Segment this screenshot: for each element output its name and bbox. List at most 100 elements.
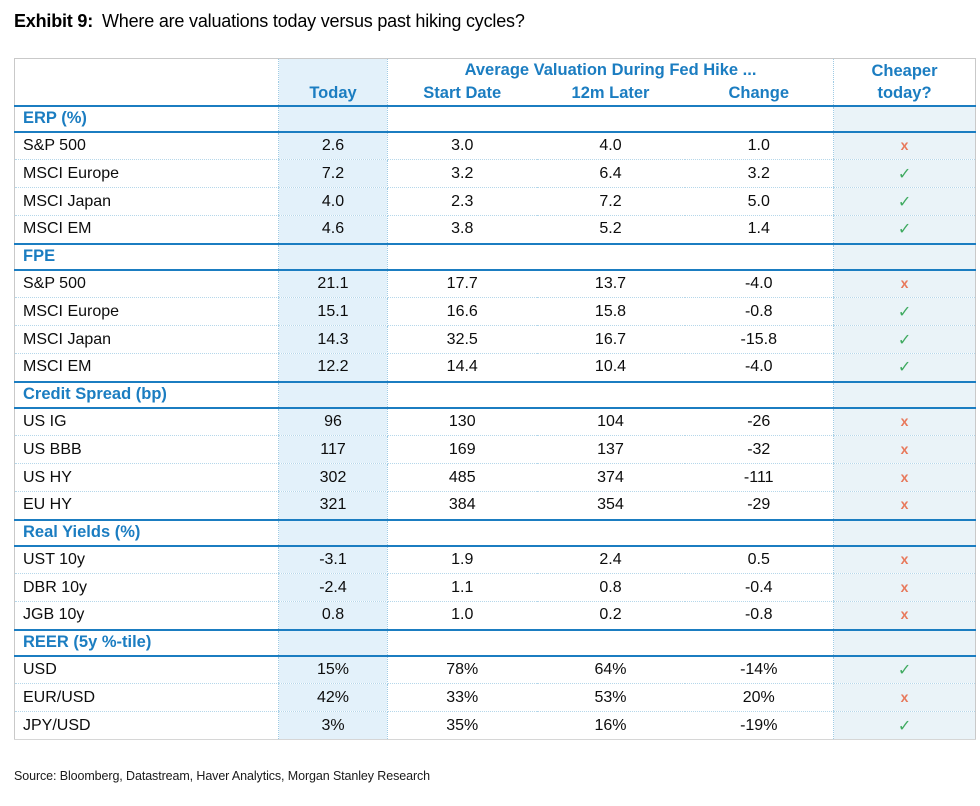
row-label: MSCI Europe <box>14 297 279 326</box>
section-cheaper-cell <box>833 628 976 657</box>
cell-today: 321 <box>278 491 388 520</box>
cell-start-date: 169 <box>387 435 537 464</box>
section-spacer-cell <box>387 104 834 133</box>
row-label: MSCI Japan <box>14 325 279 354</box>
cell-today: 302 <box>278 463 388 492</box>
table-body: ERP (%) S&P 500 2.6 3.0 4.0 1.0 x MSCI Europe 7.… <box>14 104 976 740</box>
cell-cheaper: ✓ <box>833 711 976 740</box>
row-label: EU HY <box>14 491 279 520</box>
cell-cheaper: ✓ <box>833 353 976 382</box>
section-spacer-cell <box>387 380 834 409</box>
cell-cheaper: ✓ <box>833 159 976 188</box>
section-label: FPE <box>14 242 279 271</box>
cell-today: 3% <box>278 711 388 740</box>
cell-start-date: 35% <box>387 711 537 740</box>
cell-start-date: 78% <box>387 655 537 684</box>
cell-today: 117 <box>278 435 388 464</box>
section-spacer-cell <box>387 242 834 271</box>
cell-cheaper: ✓ <box>833 297 976 326</box>
cell-12m-later: 64% <box>536 655 685 684</box>
cross-icon: x <box>900 496 909 513</box>
cross-icon: x <box>900 688 909 705</box>
table-row: MSCI Japan 14.3 32.5 16.7 -15.8 ✓ <box>14 325 976 354</box>
cell-start-date: 1.1 <box>387 573 537 602</box>
table-row: US BBB 117 169 137 -32 x <box>14 435 976 464</box>
row-label: MSCI Europe <box>14 159 279 188</box>
table-row: MSCI Europe 7.2 3.2 6.4 3.2 ✓ <box>14 159 976 188</box>
cell-12m-later: 374 <box>536 463 685 492</box>
cell-today: 96 <box>278 407 388 436</box>
cell-cheaper: x <box>833 435 976 464</box>
cell-change: 3.2 <box>684 159 834 188</box>
cell-cheaper: ✓ <box>833 325 976 354</box>
section-cheaper-cell <box>833 242 976 271</box>
section-spacer-cell <box>387 518 834 547</box>
check-icon: ✓ <box>897 165 912 183</box>
section-label: ERP (%) <box>14 104 279 133</box>
cell-start-date: 33% <box>387 683 537 712</box>
cell-change: -0.8 <box>684 601 834 630</box>
table-row: MSCI Japan 4.0 2.3 7.2 5.0 ✓ <box>14 187 976 216</box>
section-row: Real Yields (%) <box>14 518 976 547</box>
cell-start-date: 3.0 <box>387 131 537 160</box>
cell-12m-later: 15.8 <box>536 297 685 326</box>
cross-icon: x <box>900 440 909 457</box>
check-icon: ✓ <box>897 193 912 211</box>
cell-cheaper: x <box>833 491 976 520</box>
section-today-cell <box>278 628 388 657</box>
cell-cheaper: ✓ <box>833 215 976 244</box>
cell-change: -0.4 <box>684 573 834 602</box>
table-row: USD 15% 78% 64% -14% ✓ <box>14 655 976 684</box>
section-row: ERP (%) <box>14 104 976 133</box>
row-label: MSCI EM <box>14 353 279 382</box>
source-note: Source: Bloomberg, Datastream, Haver Ana… <box>14 769 431 783</box>
cell-today: 7.2 <box>278 159 388 188</box>
row-label: MSCI Japan <box>14 187 279 216</box>
cell-12m-later: 4.0 <box>536 131 685 160</box>
table-row: EUR/USD 42% 33% 53% 20% x <box>14 683 976 712</box>
section-label: Credit Spread (bp) <box>14 380 279 409</box>
table-row: UST 10y -3.1 1.9 2.4 0.5 x <box>14 545 976 574</box>
cell-12m-later: 0.8 <box>536 573 685 602</box>
exhibit-title: Exhibit 9: Where are valuations today ver… <box>14 11 525 32</box>
cross-icon: x <box>900 468 909 485</box>
cell-change: 1.0 <box>684 131 834 160</box>
cell-change: -14% <box>684 655 834 684</box>
cell-today: 42% <box>278 683 388 712</box>
row-label: US BBB <box>14 435 279 464</box>
cell-change: -32 <box>684 435 834 464</box>
column-header-12m-later: 12m Later <box>536 81 685 107</box>
cell-start-date: 384 <box>387 491 537 520</box>
section-today-cell <box>278 380 388 409</box>
cell-today: -3.1 <box>278 545 388 574</box>
section-label: Real Yields (%) <box>14 518 279 547</box>
cell-today: 0.8 <box>278 601 388 630</box>
cell-start-date: 3.8 <box>387 215 537 244</box>
cell-change: 5.0 <box>684 187 834 216</box>
cell-today: 14.3 <box>278 325 388 354</box>
section-cheaper-cell <box>833 518 976 547</box>
section-cheaper-cell <box>833 380 976 409</box>
row-label: MSCI EM <box>14 215 279 244</box>
cell-change: -19% <box>684 711 834 740</box>
section-today-cell <box>278 242 388 271</box>
cell-change: -111 <box>684 463 834 492</box>
cell-12m-later: 16% <box>536 711 685 740</box>
check-icon: ✓ <box>897 661 912 679</box>
check-icon: ✓ <box>897 221 912 239</box>
cell-cheaper: x <box>833 545 976 574</box>
cell-start-date: 1.9 <box>387 545 537 574</box>
cell-start-date: 130 <box>387 407 537 436</box>
row-label: US IG <box>14 407 279 436</box>
cell-12m-later: 13.7 <box>536 269 685 298</box>
section-row: FPE <box>14 242 976 271</box>
cell-change: 1.4 <box>684 215 834 244</box>
check-icon: ✓ <box>897 359 912 377</box>
row-label: JPY/USD <box>14 711 279 740</box>
cell-12m-later: 2.4 <box>536 545 685 574</box>
table-row: MSCI EM 4.6 3.8 5.2 1.4 ✓ <box>14 215 976 244</box>
cell-12m-later: 354 <box>536 491 685 520</box>
cell-start-date: 3.2 <box>387 159 537 188</box>
cell-change: -15.8 <box>684 325 834 354</box>
cell-cheaper: ✓ <box>833 187 976 216</box>
